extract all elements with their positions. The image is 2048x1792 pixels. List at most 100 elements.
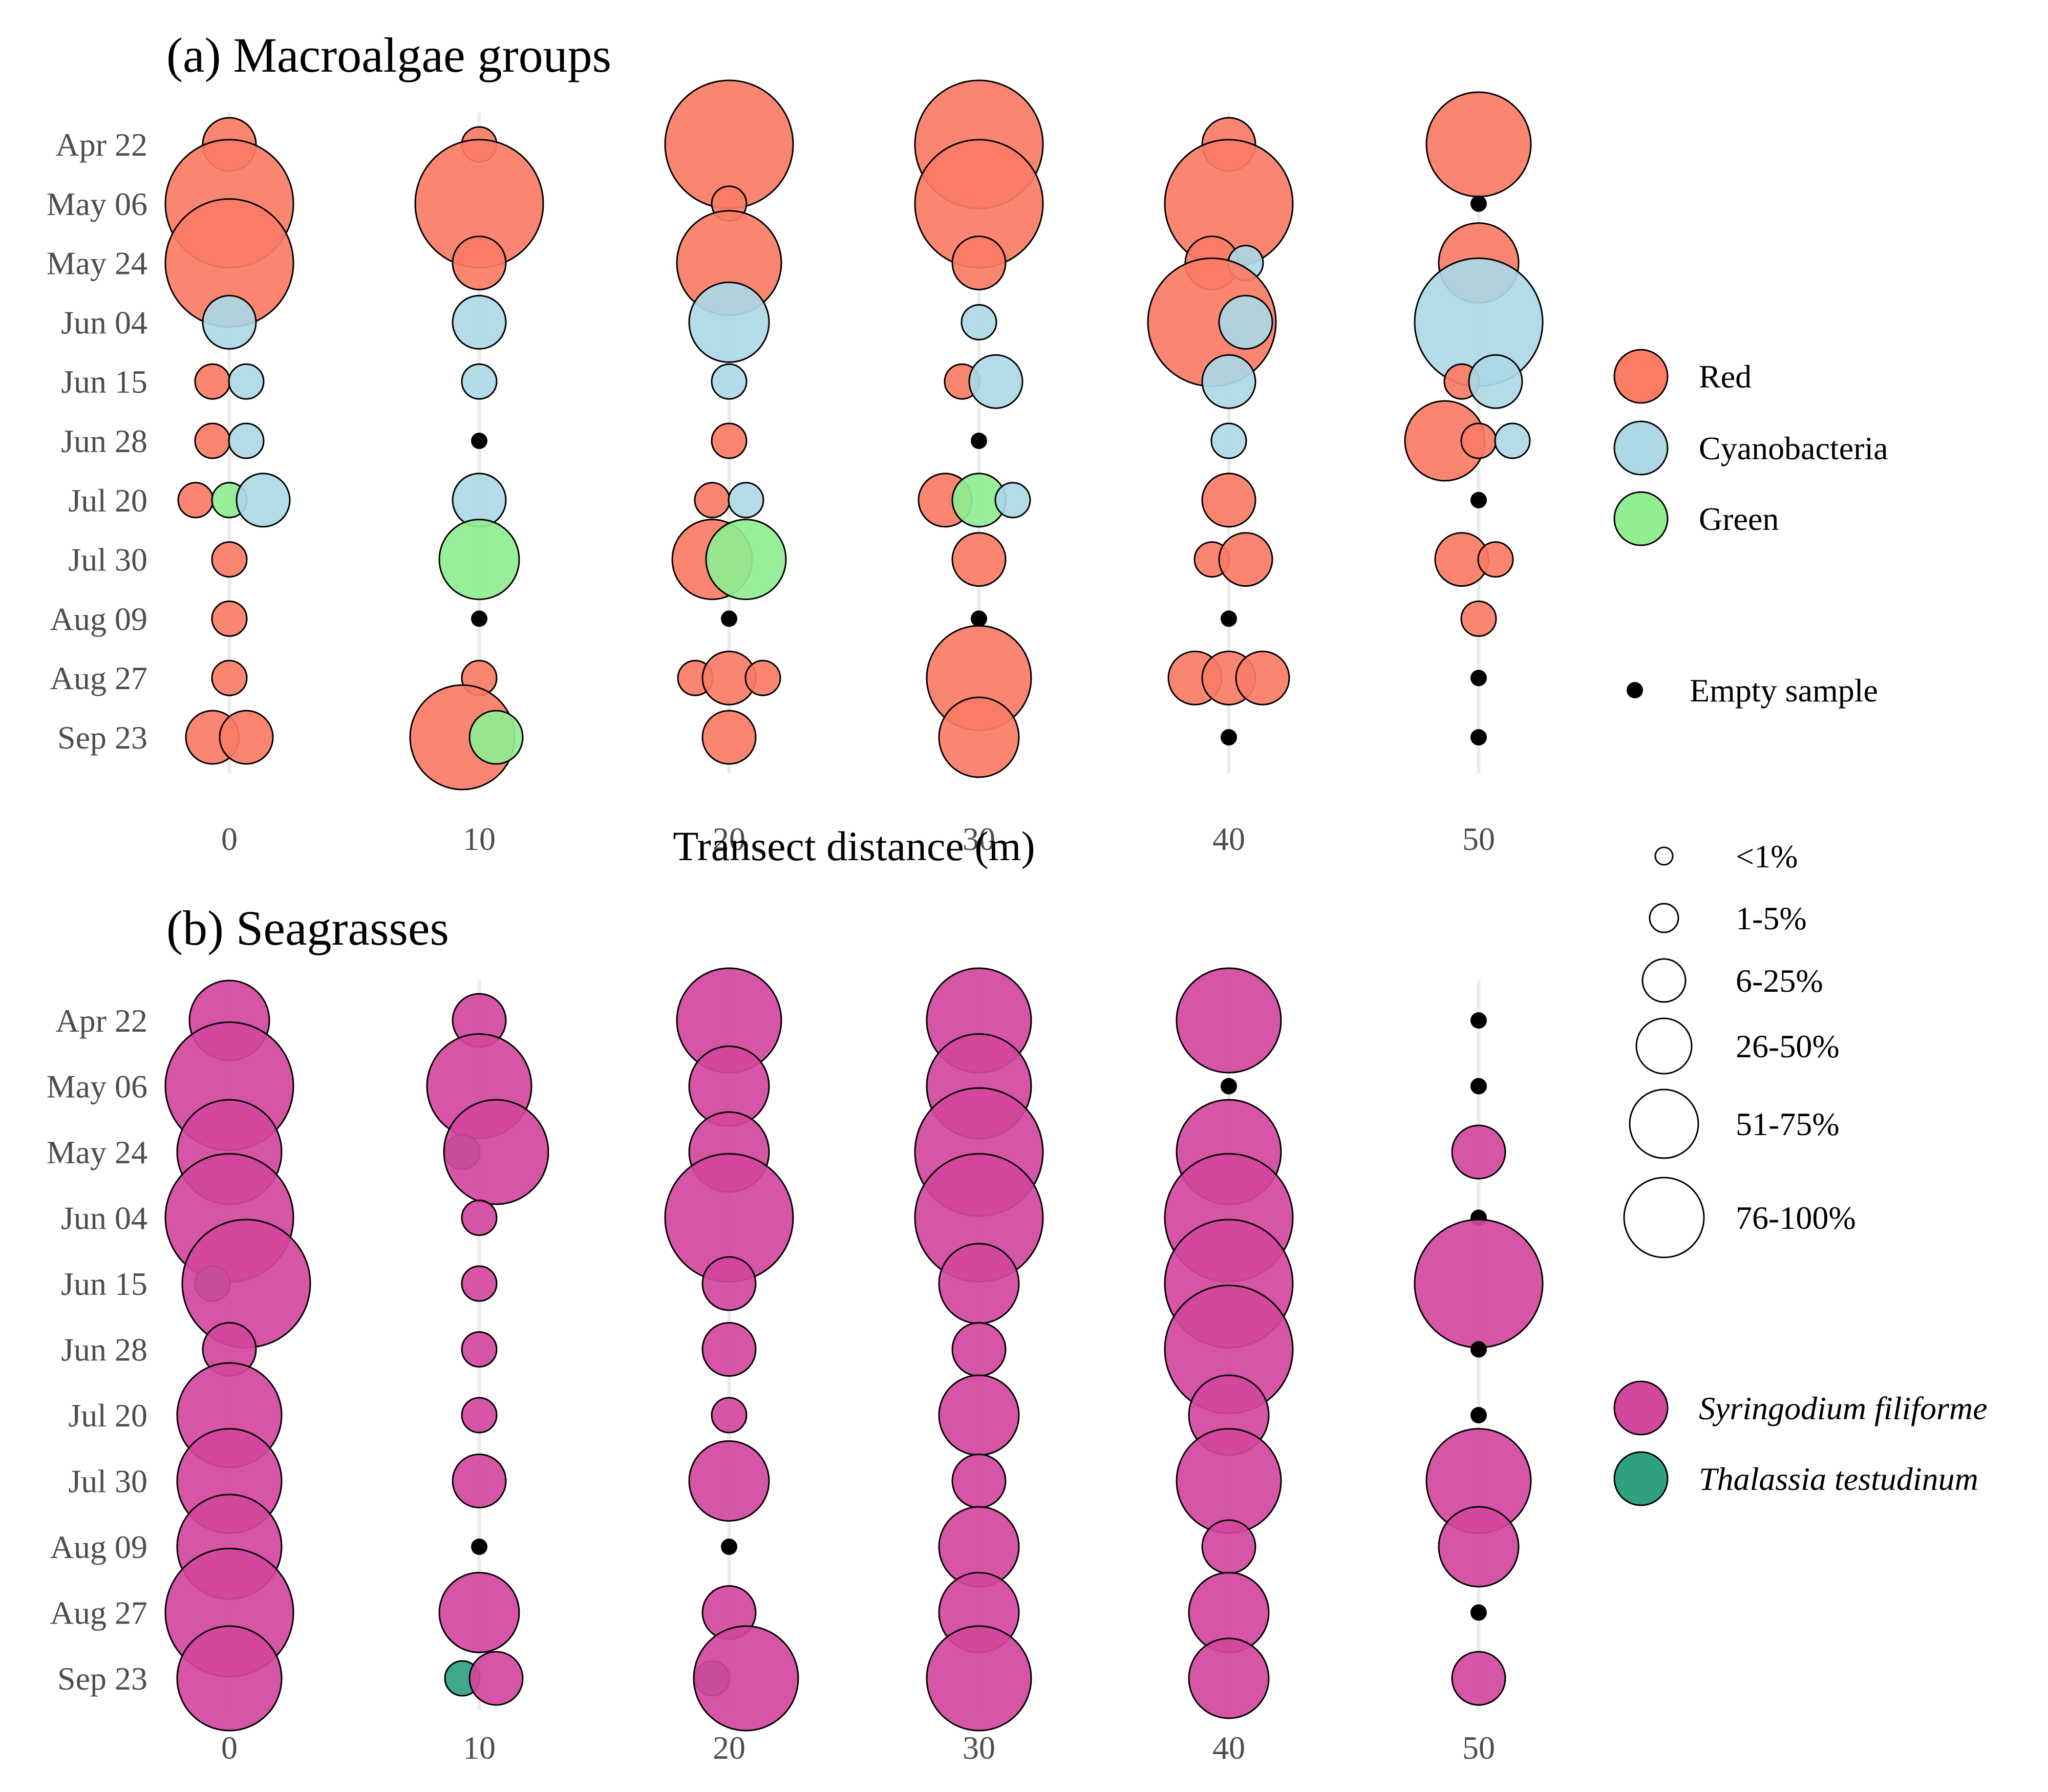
legend-size-label: 6-25%	[1736, 963, 1823, 999]
point-red	[701, 710, 757, 765]
legend-size-label: 1-5%	[1736, 900, 1807, 936]
y-tick-label: Sep 23	[57, 1660, 147, 1697]
legend-label: Cyanobacteria	[1699, 430, 1888, 466]
panel-a-macroalgae: (a) Macroalgae groups Apr 22 May 06 May 24 J…	[47, 28, 1544, 869]
point-syringodium-filiforme	[951, 1454, 1007, 1508]
point-red	[1201, 473, 1256, 528]
legend-size-swatch	[1623, 1177, 1705, 1258]
legend-swatch	[1613, 491, 1669, 546]
point-red	[211, 600, 248, 637]
legend-size-label: 51-75%	[1736, 1106, 1840, 1142]
legend-size-label: 26-50%	[1736, 1028, 1840, 1064]
y-tick-label: Jun 04	[61, 1200, 147, 1236]
legend-size-swatch	[1635, 1017, 1693, 1075]
x-tick-label: 50	[1462, 821, 1495, 857]
legend-label: Red	[1699, 358, 1752, 395]
point-red	[211, 541, 248, 578]
point-syringodium-filiforme	[461, 1331, 498, 1368]
y-tick-label: May 06	[47, 1069, 147, 1105]
legend-species-swatch	[1613, 1380, 1669, 1436]
y-tick-label: Jul 20	[68, 1397, 147, 1434]
empty-sample-point	[471, 433, 487, 449]
point-red	[177, 482, 214, 519]
point-green	[705, 519, 787, 601]
legend-size-swatch	[1629, 1089, 1699, 1159]
point-red	[452, 236, 507, 291]
empty-sample-point	[1470, 1604, 1487, 1621]
point-syringodium-filiforme	[701, 1322, 757, 1377]
point-syringodium-filiforme	[461, 1397, 498, 1434]
empty-sample-point	[1221, 729, 1237, 745]
point-cyanobacteria	[688, 281, 770, 363]
point-syringodium-filiforme	[461, 1200, 498, 1236]
y-tick-label: Jun 15	[61, 364, 147, 400]
point-cyanobacteria	[1201, 354, 1256, 409]
empty-sample-point	[471, 610, 487, 627]
point-syringodium-filiforme	[1201, 1519, 1256, 1574]
y-tick-label: Apr 22	[55, 126, 147, 163]
point-red	[951, 236, 1007, 291]
x-tick-label: 30	[963, 821, 995, 857]
point-syringodium-filiforme	[452, 1454, 507, 1508]
point-syringodium-filiforme	[1188, 1637, 1270, 1719]
legend-size-swatch	[1654, 846, 1674, 866]
point-cyanobacteria	[1494, 422, 1531, 459]
point-cyanobacteria	[961, 304, 997, 340]
point-syringodium-filiforme	[938, 1243, 1020, 1325]
x-tick-label: 10	[463, 821, 496, 857]
x-tick-label: 0	[221, 821, 238, 857]
y-tick-label: Apr 22	[55, 1002, 147, 1039]
point-red	[194, 422, 231, 459]
y-tick-label: Jun 28	[61, 423, 147, 459]
point-syringodium-filiforme	[926, 1625, 1032, 1732]
point-red	[1460, 600, 1497, 637]
empty-sample-point	[721, 610, 737, 627]
x-tick-label: 40	[1212, 821, 1245, 857]
point-cyanobacteria	[228, 363, 265, 400]
legend-size-label: <1%	[1736, 838, 1798, 874]
empty-sample-point	[1470, 1012, 1487, 1029]
y-tick-label: May 24	[47, 1134, 147, 1170]
y-tick-label: Jul 20	[68, 482, 147, 519]
y-tick-label: Jun 15	[61, 1266, 147, 1302]
empty-sample-point	[1221, 1078, 1237, 1095]
legend-empty-swatch	[1627, 682, 1643, 698]
point-red	[1425, 91, 1532, 198]
point-cyanobacteria	[228, 422, 265, 459]
y-tick-label: Aug 09	[50, 601, 147, 637]
point-syringodium-filiforme	[461, 1265, 498, 1302]
legend: Red Cyanobacteria Green Empty sample <1% 1-5%…	[1613, 349, 1988, 1506]
point-syringodium-filiforme	[1438, 1506, 1520, 1588]
point-cyanobacteria	[452, 294, 507, 350]
point-red	[194, 363, 231, 400]
y-tick-label: Jun 28	[61, 1332, 147, 1368]
x-tick-label: 20	[713, 821, 745, 857]
point-cyanobacteria	[236, 473, 291, 528]
y-tick-label: Aug 27	[50, 660, 147, 696]
point-cyanobacteria	[994, 482, 1031, 519]
x-tick-label: 10	[463, 1730, 496, 1766]
point-syringodium-filiforme	[438, 1572, 520, 1653]
y-tick-label: Jul 30	[68, 542, 147, 578]
x-tick-label: 20	[713, 1730, 745, 1766]
empty-sample-point	[1221, 610, 1237, 627]
panel-title: (b) Seagrasses	[166, 901, 449, 955]
x-tick-label: 30	[963, 1730, 995, 1766]
legend-size-swatch	[1641, 958, 1687, 1003]
legend-swatch	[1613, 349, 1669, 404]
empty-sample-point	[1470, 1341, 1487, 1358]
point-cyanobacteria	[1468, 354, 1523, 409]
y-tick-label: May 06	[47, 186, 147, 222]
empty-sample-point	[1470, 729, 1487, 745]
point-red	[951, 532, 1007, 587]
point-syringodium-filiforme	[951, 1322, 1007, 1377]
point-cyanobacteria	[711, 363, 748, 400]
point-cyanobacteria	[202, 294, 257, 350]
point-syringodium-filiforme	[468, 1651, 524, 1706]
point-syringodium-filiforme	[1451, 1124, 1506, 1180]
panel-b-seagrasses: (b) Seagrasses Apr 22 May 06 May 24 Jun 04 Ju…	[47, 901, 1544, 1766]
point-green	[438, 519, 520, 601]
x-tick-label: 50	[1462, 1730, 1495, 1766]
x-tick-label: 40	[1212, 1730, 1245, 1766]
